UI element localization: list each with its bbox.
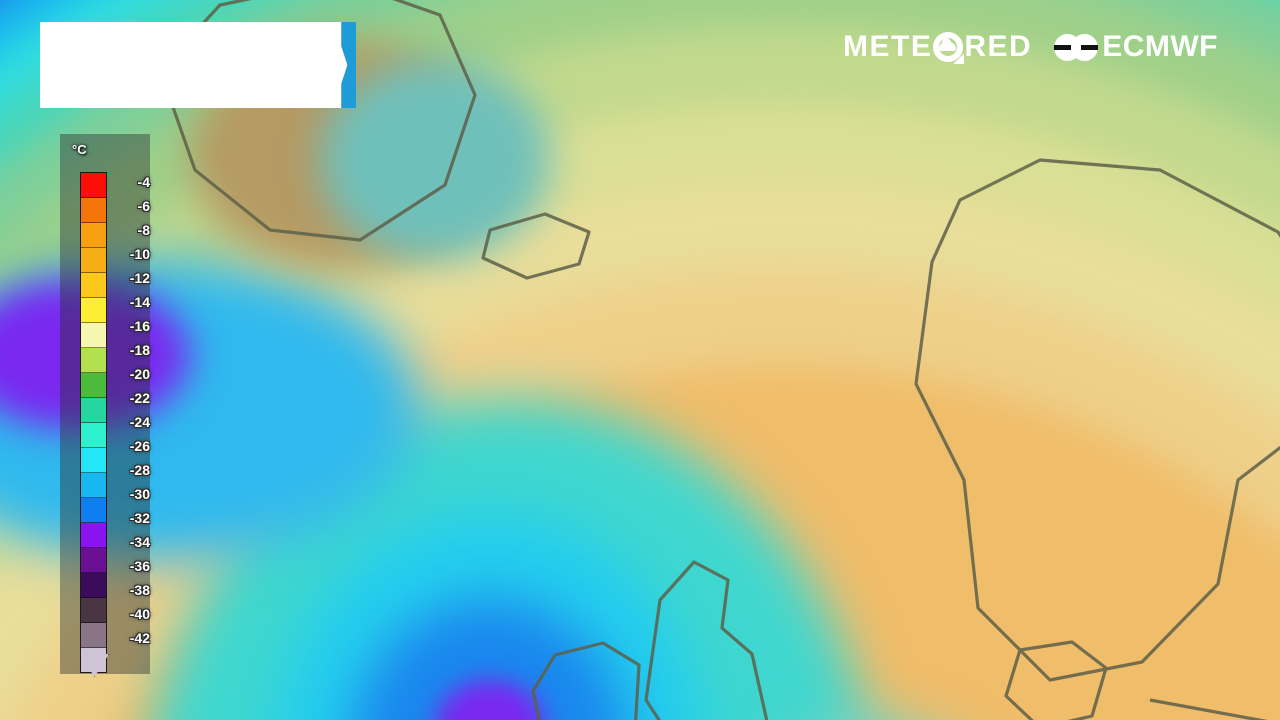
legend-swatch — [81, 523, 106, 548]
legend-tick: -24 — [129, 414, 150, 430]
branding-bar: METE RED ECMWF — [843, 30, 1218, 64]
legend-swatch — [81, 623, 106, 648]
legend-tick: -32 — [129, 510, 150, 526]
legend-swatch — [81, 298, 106, 323]
legend-swatch — [81, 473, 106, 498]
legend-swatch — [81, 398, 106, 423]
legend-swatch — [81, 198, 106, 223]
ecmwf-double-circle-icon — [1054, 33, 1099, 61]
legend-tick: -34 — [129, 534, 150, 550]
legend-tick: -30 — [129, 486, 150, 502]
legend-tick: -4 — [137, 174, 150, 190]
ecmwf-logo[interactable]: ECMWF — [1054, 30, 1218, 64]
legend-swatch — [81, 548, 106, 573]
legend-swatch — [81, 223, 106, 248]
cloud-in-letter-o-icon — [933, 32, 965, 64]
legend-swatch — [81, 423, 106, 448]
legend-swatch — [81, 323, 106, 348]
legend-color-bar — [80, 172, 107, 673]
legend-tick: -14 — [129, 294, 150, 310]
legend-swatch — [81, 173, 106, 198]
legend-swatch — [81, 598, 106, 623]
meteored-logo-pre: METE — [843, 30, 933, 63]
legend-tick: -6 — [137, 198, 150, 214]
legend-swatch — [81, 373, 106, 398]
legend-swatch — [81, 248, 106, 273]
ecmwf-logo-text: ECMWF — [1102, 30, 1218, 63]
legend-tick: -28 — [129, 462, 150, 478]
legend-tick: -22 — [129, 390, 150, 406]
legend-swatch — [81, 448, 106, 473]
info-panel-accent-bar — [341, 22, 356, 108]
legend-tick: -26 — [129, 438, 150, 454]
legend-tick: -16 — [129, 318, 150, 334]
legend-tick: -12 — [129, 270, 150, 286]
meteored-logo-post: RED — [964, 30, 1033, 63]
legend-swatch — [81, 348, 106, 373]
legend-swatch — [81, 273, 106, 298]
legend-tick: -18 — [129, 342, 150, 358]
legend-tick: -40 — [129, 606, 150, 622]
legend-tick: -42 — [129, 630, 150, 646]
legend-tick: -20 — [129, 366, 150, 382]
legend-unit-label: °C — [72, 142, 87, 157]
meteored-logo[interactable]: METE RED — [843, 30, 1033, 64]
legend-tick: -36 — [129, 558, 150, 574]
info-panel[interactable] — [40, 22, 356, 108]
legend-tick: -10 — [129, 246, 150, 262]
temperature-legend: °C -4 -6 -8 -10 -12 -14 -16 -18 -20 -22 -24 -26 -28 -… — [60, 134, 150, 677]
legend-tick: -8 — [137, 222, 150, 238]
legend-tick: -38 — [129, 582, 150, 598]
legend-swatch — [81, 498, 106, 523]
legend-swatch — [81, 573, 106, 598]
